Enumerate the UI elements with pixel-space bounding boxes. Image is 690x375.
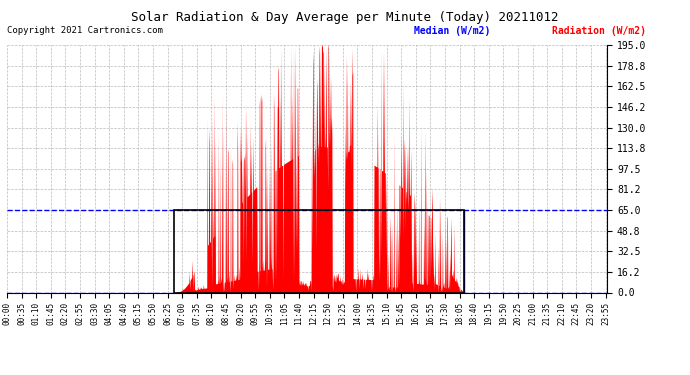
Bar <box>174 210 464 292</box>
Text: Radiation (W/m2): Radiation (W/m2) <box>552 26 646 36</box>
Text: Solar Radiation & Day Average per Minute (Today) 20211012: Solar Radiation & Day Average per Minute… <box>131 11 559 24</box>
Text: Median (W/m2): Median (W/m2) <box>414 26 491 36</box>
Text: Copyright 2021 Cartronics.com: Copyright 2021 Cartronics.com <box>7 26 163 35</box>
